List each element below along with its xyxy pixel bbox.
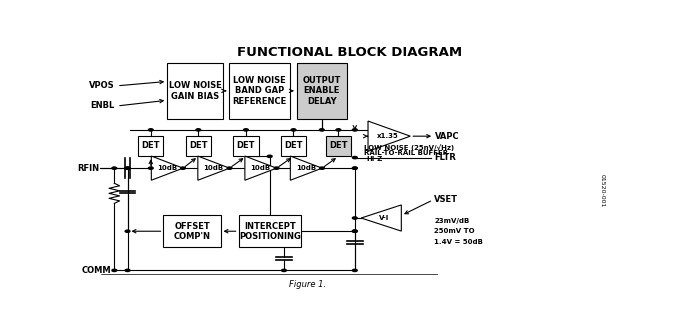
Text: 10dB: 10dB	[296, 165, 316, 171]
FancyBboxPatch shape	[297, 63, 347, 119]
Polygon shape	[245, 156, 277, 180]
Circle shape	[267, 155, 272, 158]
Circle shape	[291, 129, 296, 131]
Circle shape	[336, 129, 341, 131]
Circle shape	[353, 230, 357, 232]
Circle shape	[125, 167, 130, 169]
Circle shape	[149, 129, 153, 131]
Text: RAIL-TO-RAIL BUFFER: RAIL-TO-RAIL BUFFER	[364, 150, 449, 156]
FancyBboxPatch shape	[229, 63, 290, 119]
Text: Figure 1.: Figure 1.	[288, 280, 326, 289]
Polygon shape	[151, 156, 183, 180]
Circle shape	[319, 129, 324, 131]
Text: 23mV/dB: 23mV/dB	[434, 217, 469, 224]
Circle shape	[149, 167, 153, 169]
FancyBboxPatch shape	[167, 63, 223, 119]
Text: V-I: V-I	[379, 215, 389, 221]
Text: DET: DET	[284, 142, 303, 150]
FancyBboxPatch shape	[186, 136, 211, 156]
Text: 10dB: 10dB	[251, 165, 271, 171]
Text: DET: DET	[142, 142, 160, 150]
Text: INTERCEPT
POSITIONING: INTERCEPT POSITIONING	[239, 221, 301, 241]
FancyBboxPatch shape	[281, 136, 306, 156]
Circle shape	[282, 269, 286, 271]
Circle shape	[112, 269, 117, 271]
Text: FLTR: FLTR	[434, 153, 456, 162]
FancyBboxPatch shape	[233, 136, 258, 156]
Circle shape	[320, 167, 325, 169]
Polygon shape	[291, 156, 322, 180]
Polygon shape	[198, 156, 230, 180]
Circle shape	[353, 167, 357, 169]
Circle shape	[181, 167, 186, 169]
Text: VAPC: VAPC	[435, 132, 460, 141]
Text: 10dB: 10dB	[157, 165, 177, 171]
Circle shape	[196, 129, 201, 131]
Text: FUNCTIONAL BLOCK DIAGRAM: FUNCTIONAL BLOCK DIAGRAM	[237, 45, 462, 59]
Polygon shape	[368, 121, 411, 151]
Circle shape	[125, 269, 130, 271]
Circle shape	[353, 269, 357, 271]
Text: DET: DET	[237, 142, 255, 150]
Circle shape	[125, 167, 130, 169]
Circle shape	[125, 230, 130, 232]
Text: OFFSET
COMP'N: OFFSET COMP'N	[173, 221, 211, 241]
Circle shape	[274, 167, 279, 169]
Circle shape	[112, 167, 117, 169]
FancyBboxPatch shape	[164, 215, 220, 247]
Text: x1.35: x1.35	[376, 133, 398, 139]
FancyBboxPatch shape	[138, 136, 164, 156]
Text: COMM: COMM	[82, 266, 112, 275]
Circle shape	[353, 167, 357, 169]
Polygon shape	[361, 205, 401, 231]
Text: LOW NOISE
GAIN BIAS: LOW NOISE GAIN BIAS	[168, 81, 221, 101]
Circle shape	[227, 167, 232, 169]
Text: VSET: VSET	[434, 195, 458, 204]
Text: LOW NOISE (25nV/√Hz): LOW NOISE (25nV/√Hz)	[364, 144, 454, 151]
Text: VPOS: VPOS	[89, 81, 115, 90]
Text: OUTPUT
ENABLE
DELAY: OUTPUT ENABLE DELAY	[303, 76, 341, 106]
Circle shape	[353, 217, 357, 219]
Text: 01520-001: 01520-001	[599, 174, 605, 207]
Text: DET: DET	[329, 142, 348, 150]
Text: ENBL: ENBL	[90, 101, 115, 111]
Text: HI-Z: HI-Z	[366, 156, 383, 162]
FancyBboxPatch shape	[326, 136, 351, 156]
Circle shape	[353, 129, 357, 131]
FancyBboxPatch shape	[239, 215, 301, 247]
Text: 1.4V = 50dB: 1.4V = 50dB	[434, 239, 483, 245]
Circle shape	[353, 156, 357, 159]
Circle shape	[243, 129, 248, 131]
Text: LOW NOISE
BAND GAP
REFERENCE: LOW NOISE BAND GAP REFERENCE	[233, 76, 286, 106]
Circle shape	[353, 230, 357, 232]
Text: RFIN: RFIN	[77, 164, 99, 173]
Text: DET: DET	[189, 142, 207, 150]
Text: 250mV TO: 250mV TO	[434, 228, 475, 234]
Text: 10dB: 10dB	[204, 165, 224, 171]
